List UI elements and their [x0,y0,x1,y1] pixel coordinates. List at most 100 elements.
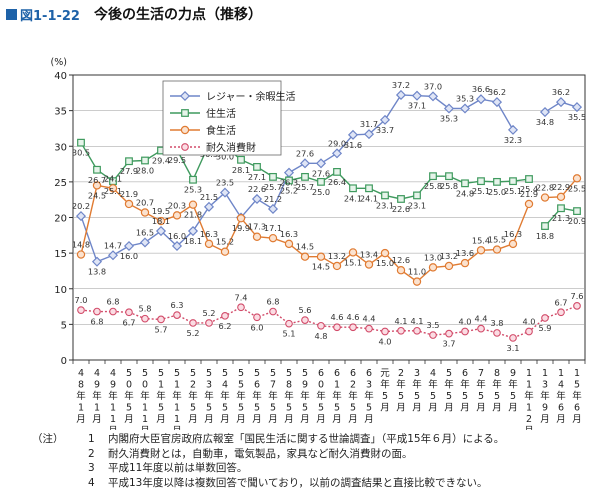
data-point [571,102,583,113]
x-tick-char: 月 [476,403,486,414]
x-tick-char: 5 [158,403,164,414]
data-label: 16.0 [120,251,138,261]
data-point [541,222,549,230]
data-label: 25.0 [312,187,330,197]
data-point [219,187,231,198]
note-text: 平成13年度以降は複数回答で聞いており，以前の調査結果と直接比較できない。 [108,476,488,489]
data-point [556,192,566,202]
x-tick-char: 月 [460,403,470,414]
data-point [348,248,358,257]
x-tick-char: 月 [508,403,518,414]
data-label: 27.6 [312,168,330,178]
x-tick-char: 年 [332,390,342,402]
x-tick-char: 1 [110,414,116,425]
data-label: 25.2 [280,185,298,195]
x-tick-char: 1 [526,380,532,391]
x-tick-char: 5 [430,391,436,402]
data-point [77,138,85,147]
x-tick-char: 年 [316,390,326,402]
x-tick-char: 1 [558,368,564,379]
data-label: 15.4 [472,235,490,245]
data-point [332,261,342,271]
x-tick-char: 月 [204,414,214,425]
data-label: 16.5 [136,227,154,237]
data-label: 4.1 [410,316,423,326]
data-label: 25.8 [424,181,442,191]
data-label: 22.9 [552,182,570,192]
data-point [475,94,487,105]
x-tick-char: 月 [284,414,294,425]
x-tick-char: 5 [334,403,340,414]
data-label: 29.0 [328,138,346,148]
data-label: 20.2 [72,201,90,211]
data-label: 36.2 [552,87,570,97]
x-tick-char: 年 [188,390,198,402]
data-point [557,308,565,317]
data-point [251,193,263,205]
data-point [203,201,215,212]
x-tick-char: 5 [270,368,276,379]
series-3-labels: 14.824.524.121.920.719.520.321.816.315.2… [72,173,586,276]
data-point [269,307,277,316]
x-tick-char: 4 [94,368,100,379]
x-tick-char: 1 [142,403,148,414]
data-label: 24.5 [88,190,106,200]
data-label: 27.9 [120,166,138,176]
notes-section: （注） 1 内閣府大臣官房政府広報室「国民生活に関する世論調査」（平成15年６月）に… [32,432,504,490]
x-tick-char: 5 [254,368,260,379]
data-label: 29.4 [152,156,170,166]
x-tick-char: 年 [476,379,486,391]
data-point [140,208,150,217]
data-point [157,315,165,324]
x-tick-char: 5 [382,391,388,402]
note-text: 耐久消費財とは，自動車，電気製品，家具など耐久消費財の面。 [108,447,413,460]
series-3 [76,174,582,286]
data-label: 21.3 [552,213,570,223]
note-item: 3 平成11年度以前は単数回答。 [32,461,504,476]
data-point [188,200,198,209]
data-label: 33.7 [376,125,394,135]
data-label: 18.1 [152,216,170,226]
data-point [333,323,341,332]
data-label: 23.1 [376,200,394,210]
data-point [459,103,471,114]
data-label: 11.0 [408,267,426,277]
x-tick-char: 6 [318,368,324,379]
data-label: 24.1 [344,193,362,203]
data-point [493,329,501,337]
x-tick-char: 年 [204,390,214,402]
data-point [397,195,405,203]
data-label: 4.8 [314,331,327,341]
x-tick-char: 6 [574,403,580,414]
data-point [123,240,135,252]
y-tick-label: 0 [61,356,67,367]
data-point [461,179,469,188]
note-item: （注） 1 内閣府大臣官房政府広報室「国民生活に関する世論調査」（平成15年６月）に… [32,432,504,447]
x-tick-char: 5 [270,403,276,414]
data-point [507,124,519,135]
data-point [268,233,278,243]
figure-number: 図1-1-22 [20,8,80,24]
data-point [285,319,293,328]
data-label: 13.6 [456,248,474,258]
data-label: 20.3 [168,200,186,210]
x-tick-char: 5 [350,403,356,414]
x-tick-char: 月 [332,414,342,425]
data-label: 18.8 [536,231,554,241]
data-point [156,216,166,226]
note-item: 2 耐久消費財とは，自動車，電気製品，家具など耐久消費財の面。 [32,447,504,462]
data-point [555,97,567,108]
x-tick-char: 1 [174,403,180,414]
data-label: 13.0 [424,252,442,262]
data-label: 14.5 [296,242,314,252]
data-label: 37.0 [424,81,442,91]
series-4-labels: 7.06.86.86.75.85.76.35.25.26.27.46.06.85… [74,291,583,353]
x-tick-char: 月 [412,403,422,414]
data-point [317,321,325,330]
data-label: 24.1 [360,193,378,203]
